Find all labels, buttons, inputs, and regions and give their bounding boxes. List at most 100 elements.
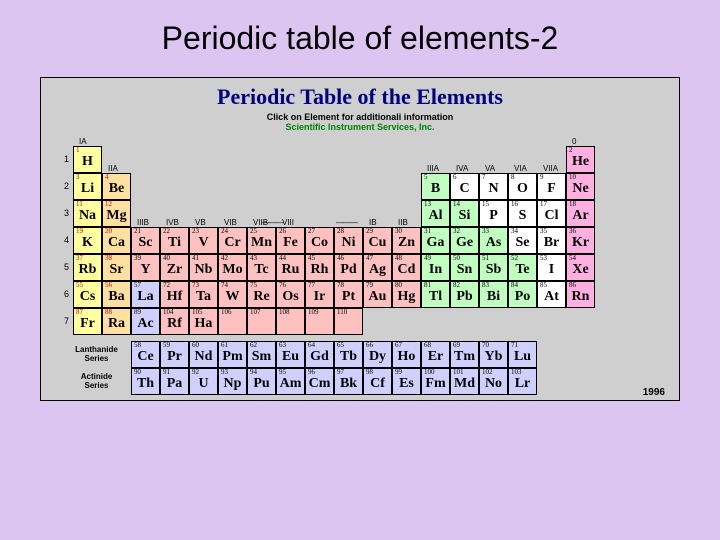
element-cell-At[interactable]: 85At (537, 281, 566, 308)
element-cell-Au[interactable]: 79Au (363, 281, 392, 308)
element-cell-Hf[interactable]: 72Hf (160, 281, 189, 308)
element-cell-Cu[interactable]: 29Cu (363, 227, 392, 254)
element-cell-Cf[interactable]: 98Cf (363, 368, 392, 395)
element-cell-Os[interactable]: 76Os (276, 281, 305, 308)
element-cell-Rb[interactable]: 37Rb (73, 254, 102, 281)
element-cell-Sb[interactable]: 51Sb (479, 254, 508, 281)
element-cell-Es[interactable]: 99Es (392, 368, 421, 395)
element-cell-Pu[interactable]: 94Pu (247, 368, 276, 395)
element-cell-In[interactable]: 49In (421, 254, 450, 281)
element-cell-Fm[interactable]: 100Fm (421, 368, 450, 395)
element-cell-Al[interactable]: 13Al (421, 200, 450, 227)
element-cell-Sr[interactable]: 38Sr (102, 254, 131, 281)
element-cell-Th[interactable]: 90Th (131, 368, 160, 395)
element-cell-Ge[interactable]: 32Ge (450, 227, 479, 254)
element-cell-Sn[interactable]: 50Sn (450, 254, 479, 281)
element-cell-Am[interactable]: 95Am (276, 368, 305, 395)
element-cell-Po[interactable]: 84Po (508, 281, 537, 308)
element-cell-Mn[interactable]: 25Mn (247, 227, 276, 254)
element-cell-As[interactable]: 33As (479, 227, 508, 254)
element-cell-Pa[interactable]: 91Pa (160, 368, 189, 395)
element-cell-Ti[interactable]: 22Ti (160, 227, 189, 254)
element-cell-P[interactable]: 15P (479, 200, 508, 227)
element-cell-Tm[interactable]: 69Tm (450, 341, 479, 368)
element-cell-Sm[interactable]: 62Sm (247, 341, 276, 368)
element-cell-B[interactable]: 5B (421, 173, 450, 200)
element-cell-I[interactable]: 53I (537, 254, 566, 281)
element-cell-Er[interactable]: 68Er (421, 341, 450, 368)
element-cell-Ru[interactable]: 44Ru (276, 254, 305, 281)
element-cell-Re[interactable]: 75Re (247, 281, 276, 308)
element-cell-Bk[interactable]: 97Bk (334, 368, 363, 395)
element-cell-O[interactable]: 8O (508, 173, 537, 200)
element-cell-Lr[interactable]: 103Lr (508, 368, 537, 395)
element-cell-F[interactable]: 9F (537, 173, 566, 200)
element-cell-Nd[interactable]: 60Nd (189, 341, 218, 368)
element-cell-Pd[interactable]: 46Pd (334, 254, 363, 281)
element-cell-Bi[interactable]: 83Bi (479, 281, 508, 308)
element-cell-Pm[interactable]: 61Pm (218, 341, 247, 368)
element-cell-Zr[interactable]: 40Zr (160, 254, 189, 281)
element-cell-Sc[interactable]: 21Sc (131, 227, 160, 254)
element-cell-He[interactable]: 2He (566, 146, 595, 173)
element-cell-108[interactable]: 108 (276, 308, 305, 335)
element-cell-Si[interactable]: 14Si (450, 200, 479, 227)
element-cell-Hg[interactable]: 80Hg (392, 281, 421, 308)
element-cell-Y[interactable]: 39Y (131, 254, 160, 281)
element-cell-Se[interactable]: 34Se (508, 227, 537, 254)
element-cell-Ho[interactable]: 67Ho (392, 341, 421, 368)
element-cell-Tb[interactable]: 65Tb (334, 341, 363, 368)
element-cell-106[interactable]: 106 (218, 308, 247, 335)
element-cell-Fe[interactable]: 26Fe (276, 227, 305, 254)
element-cell-Lu[interactable]: 71Lu (508, 341, 537, 368)
element-cell-Ha[interactable]: 105Ha (189, 308, 218, 335)
element-cell-110[interactable]: 110 (334, 308, 363, 335)
element-cell-K[interactable]: 19K (73, 227, 102, 254)
element-cell-Pb[interactable]: 82Pb (450, 281, 479, 308)
element-cell-Co[interactable]: 27Co (305, 227, 334, 254)
element-cell-Ga[interactable]: 31Ga (421, 227, 450, 254)
element-cell-Ir[interactable]: 77Ir (305, 281, 334, 308)
element-cell-S[interactable]: 16S (508, 200, 537, 227)
element-cell-Eu[interactable]: 63Eu (276, 341, 305, 368)
element-cell-Yb[interactable]: 70Yb (479, 341, 508, 368)
element-cell-Rn[interactable]: 86Rn (566, 281, 595, 308)
element-cell-Gd[interactable]: 64Gd (305, 341, 334, 368)
element-cell-No[interactable]: 102No (479, 368, 508, 395)
element-cell-Ta[interactable]: 73Ta (189, 281, 218, 308)
element-cell-H[interactable]: 1H (73, 146, 102, 173)
element-cell-Be[interactable]: 4Be (102, 173, 131, 200)
element-cell-Pr[interactable]: 59Pr (160, 341, 189, 368)
element-cell-Mo[interactable]: 42Mo (218, 254, 247, 281)
element-cell-Te[interactable]: 52Te (508, 254, 537, 281)
element-cell-N[interactable]: 7N (479, 173, 508, 200)
element-cell-Xe[interactable]: 54Xe (566, 254, 595, 281)
element-cell-Md[interactable]: 101Md (450, 368, 479, 395)
element-cell-W[interactable]: 74W (218, 281, 247, 308)
element-cell-Zn[interactable]: 30Zn (392, 227, 421, 254)
element-cell-Ar[interactable]: 18Ar (566, 200, 595, 227)
element-cell-C[interactable]: 6C (450, 173, 479, 200)
element-cell-Np[interactable]: 93Np (218, 368, 247, 395)
element-cell-Ra[interactable]: 88Ra (102, 308, 131, 335)
element-cell-Cl[interactable]: 17Cl (537, 200, 566, 227)
element-cell-Ca[interactable]: 20Ca (102, 227, 131, 254)
element-cell-Ag[interactable]: 47Ag (363, 254, 392, 281)
element-cell-Pt[interactable]: 78Pt (334, 281, 363, 308)
element-cell-Cd[interactable]: 48Cd (392, 254, 421, 281)
element-cell-Ni[interactable]: 28Ni (334, 227, 363, 254)
element-cell-V[interactable]: 23V (189, 227, 218, 254)
element-cell-Cs[interactable]: 55Cs (73, 281, 102, 308)
element-cell-La[interactable]: 57La (131, 281, 160, 308)
element-cell-107[interactable]: 107 (247, 308, 276, 335)
element-cell-U[interactable]: 92U (189, 368, 218, 395)
element-cell-Dy[interactable]: 66Dy (363, 341, 392, 368)
element-cell-Ba[interactable]: 56Ba (102, 281, 131, 308)
element-cell-Cm[interactable]: 96Cm (305, 368, 334, 395)
element-cell-Nb[interactable]: 41Nb (189, 254, 218, 281)
element-cell-Mg[interactable]: 12Mg (102, 200, 131, 227)
element-cell-109[interactable]: 109 (305, 308, 334, 335)
element-cell-Kr[interactable]: 36Kr (566, 227, 595, 254)
element-cell-Na[interactable]: 11Na (73, 200, 102, 227)
element-cell-Rf[interactable]: 104Rf (160, 308, 189, 335)
